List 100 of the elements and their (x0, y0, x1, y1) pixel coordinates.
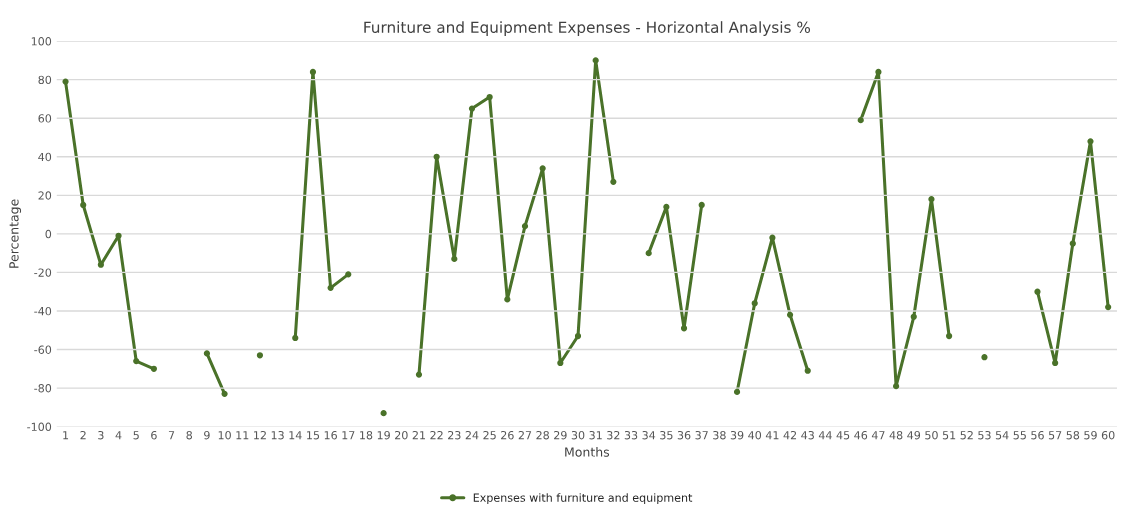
y-tick-label: 0 (45, 229, 52, 239)
x-tick-label: 30 (571, 430, 585, 440)
point (786, 311, 794, 318)
point (946, 332, 953, 340)
y-tick-label: -100 (27, 422, 52, 431)
x-tick-label: 53 (978, 430, 991, 440)
x-tick-label: 37 (695, 430, 708, 440)
x-axis-title: Months (565, 447, 610, 457)
point (433, 153, 440, 160)
point (680, 325, 688, 332)
x-tick-label: 15 (307, 431, 320, 440)
x-tick-label: 24 (465, 430, 479, 440)
y-tick-label: 100 (31, 37, 52, 46)
point (1069, 240, 1076, 247)
x-tick-label: 55 (1013, 431, 1026, 440)
point (751, 300, 758, 307)
point (892, 383, 900, 390)
point (203, 350, 211, 357)
x-tick-label: 10 (218, 430, 231, 440)
point (345, 271, 352, 278)
point (221, 390, 228, 397)
x-tick-label: 3 (98, 430, 104, 440)
x-tick-label: 48 (889, 430, 903, 440)
x-tick-label: 49 (907, 430, 921, 440)
x-tick-label: 43 (801, 430, 814, 440)
x-tick-label: 23 (448, 430, 461, 440)
point (910, 313, 917, 320)
x-tick-label: 9 (204, 430, 210, 440)
point (486, 93, 493, 101)
x-tick-label: 19 (377, 430, 390, 440)
point (610, 178, 617, 185)
x-tick-label: 45 (836, 431, 850, 440)
point (451, 255, 458, 263)
legend-label: Expenses with furniture and equipment (473, 493, 693, 504)
x-tick-label: 41 (765, 431, 779, 440)
y-tick-label: -80 (34, 384, 52, 393)
y-tick-label: -20 (34, 268, 52, 277)
point (698, 201, 705, 209)
x-tick-label: 6 (151, 430, 157, 440)
x-tick-label: 52 (960, 430, 973, 440)
x-tick-label: 32 (607, 430, 620, 440)
point (1087, 138, 1094, 145)
x-tick-label: 4 (115, 431, 122, 440)
point (557, 359, 564, 367)
point (115, 232, 122, 239)
x-tick-label: 13 (271, 430, 284, 440)
x-tick-label: 29 (554, 430, 567, 440)
point (327, 284, 334, 291)
x-tick-label: 27 (518, 430, 532, 440)
y-tick-label: 20 (38, 191, 52, 200)
x-tick-label: 34 (642, 430, 656, 440)
point (309, 68, 317, 76)
y-tick-label: 80 (38, 75, 52, 85)
x-tick-label: 5 (133, 431, 139, 440)
point (504, 296, 511, 303)
x-tick-label: 51 (942, 431, 956, 440)
x-tick-label: 46 (854, 430, 868, 440)
x-tick-label: 56 (1031, 430, 1044, 440)
x-tick-label: 60 (1101, 430, 1115, 440)
point (468, 105, 476, 112)
point (981, 354, 988, 361)
point (80, 201, 87, 209)
x-tick-label: 26 (501, 430, 514, 440)
x-tick-label: 50 (925, 430, 938, 440)
x-tick-label: 44 (818, 431, 832, 440)
point (574, 332, 582, 340)
chart-title: Furniture and Equipment Expenses - Horizontal Analysis % (364, 21, 811, 36)
y-tick-label: 60 (38, 114, 52, 123)
x-tick-label: 21 (412, 430, 426, 440)
y-tick-label: -60 (34, 345, 52, 354)
point (62, 78, 69, 85)
x-tick-label: 39 (730, 430, 744, 440)
x-tick-label: 35 (660, 430, 673, 440)
point (415, 371, 423, 378)
x-tick-label: 59 (1084, 430, 1097, 440)
y-tick-label: 40 (38, 152, 52, 162)
y-axis-title: Percentage (9, 199, 22, 268)
point (1105, 304, 1112, 311)
y-tick-label: -40 (34, 306, 52, 316)
x-tick-label: 12 (254, 430, 266, 440)
x-tick-label: 33 (624, 430, 638, 440)
point (1052, 359, 1059, 367)
point (663, 203, 670, 210)
point (539, 165, 546, 172)
point (928, 196, 935, 203)
x-tick-label: 8 (186, 430, 193, 440)
point (769, 234, 776, 241)
x-tick-label: 22 (430, 430, 443, 440)
x-tick-label: 38 (713, 430, 726, 440)
point (733, 388, 741, 396)
point (857, 117, 864, 124)
point (804, 367, 811, 374)
x-tick-label: 14 (289, 431, 302, 440)
x-tick-label: 47 (871, 431, 885, 440)
point (150, 365, 157, 372)
x-tick-label: 20 (395, 430, 408, 440)
point (521, 223, 529, 230)
x-tick-label: 25 (483, 430, 496, 440)
point (592, 57, 599, 64)
x-tick-label: 40 (748, 430, 762, 440)
